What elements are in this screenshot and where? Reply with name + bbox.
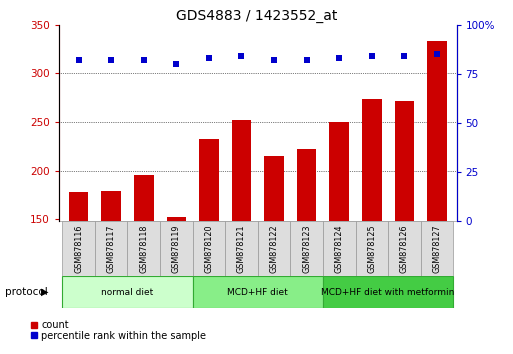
- Point: [140, 57, 148, 63]
- Text: protocol: protocol: [5, 287, 48, 297]
- Point: [335, 55, 343, 61]
- Text: GSM878125: GSM878125: [367, 224, 377, 273]
- Bar: [421, 221, 453, 276]
- Bar: [199, 138, 219, 221]
- Text: GSM878119: GSM878119: [172, 224, 181, 273]
- Bar: [192, 276, 323, 308]
- Bar: [69, 192, 88, 221]
- Text: GSM878124: GSM878124: [335, 224, 344, 273]
- Bar: [290, 221, 323, 276]
- Bar: [62, 276, 192, 308]
- Text: GSM878126: GSM878126: [400, 224, 409, 273]
- Bar: [134, 175, 153, 221]
- Bar: [160, 221, 192, 276]
- Point: [433, 51, 441, 57]
- Bar: [297, 149, 317, 221]
- Bar: [356, 221, 388, 276]
- Bar: [127, 221, 160, 276]
- Text: GSM878127: GSM878127: [432, 224, 442, 273]
- Legend: count, percentile rank within the sample: count, percentile rank within the sample: [30, 320, 206, 341]
- Text: GSM878116: GSM878116: [74, 224, 83, 273]
- Point: [368, 53, 376, 59]
- Point: [270, 57, 278, 63]
- Bar: [323, 276, 453, 308]
- Text: GDS4883 / 1423552_at: GDS4883 / 1423552_at: [176, 9, 337, 23]
- Bar: [258, 221, 290, 276]
- Text: GSM878123: GSM878123: [302, 224, 311, 273]
- Text: GSM878120: GSM878120: [204, 224, 213, 273]
- Bar: [62, 221, 95, 276]
- Text: normal diet: normal diet: [101, 287, 153, 297]
- Bar: [388, 221, 421, 276]
- Point: [400, 53, 408, 59]
- Bar: [329, 122, 349, 221]
- Text: GSM878118: GSM878118: [139, 224, 148, 273]
- Point: [205, 55, 213, 61]
- Text: GSM878122: GSM878122: [269, 224, 279, 273]
- Bar: [394, 101, 414, 221]
- Point: [172, 61, 181, 67]
- Text: ▶: ▶: [41, 287, 49, 297]
- Text: MCD+HF diet with metformin: MCD+HF diet with metformin: [322, 287, 455, 297]
- Point: [74, 57, 83, 63]
- Bar: [102, 191, 121, 221]
- Bar: [427, 41, 447, 221]
- Bar: [232, 120, 251, 221]
- Bar: [167, 217, 186, 221]
- Text: GSM878117: GSM878117: [107, 224, 115, 273]
- Bar: [225, 221, 258, 276]
- Bar: [362, 99, 382, 221]
- Bar: [264, 156, 284, 221]
- Point: [303, 57, 311, 63]
- Bar: [323, 221, 356, 276]
- Bar: [95, 221, 127, 276]
- Text: MCD+HF diet: MCD+HF diet: [227, 287, 288, 297]
- Bar: [192, 221, 225, 276]
- Text: GSM878121: GSM878121: [237, 224, 246, 273]
- Point: [107, 57, 115, 63]
- Point: [238, 53, 246, 59]
